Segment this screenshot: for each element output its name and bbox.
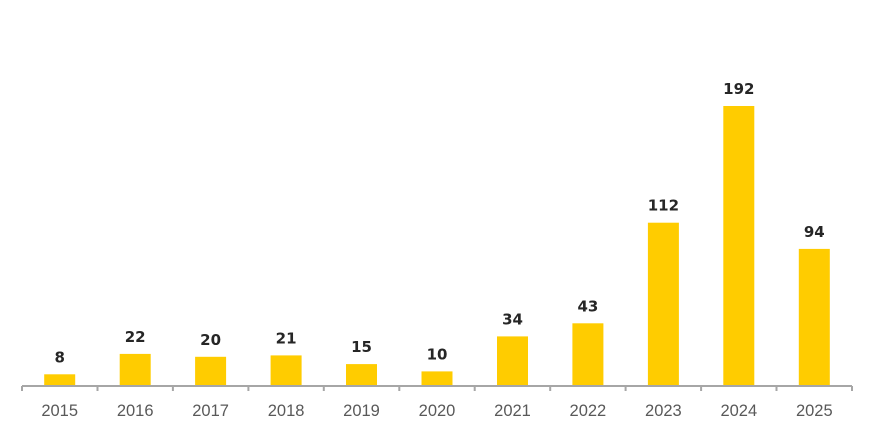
x-tick-label-2023: 2023	[645, 402, 682, 420]
x-tick-label-2016: 2016	[117, 402, 154, 420]
bar-2025	[798, 248, 830, 386]
bar-2021	[497, 336, 528, 386]
bar-2023	[647, 222, 679, 386]
data-label-2019: 15	[351, 338, 372, 356]
x-tick-label-2022: 2022	[570, 402, 607, 420]
bars-layer	[44, 106, 830, 386]
data-label-2023: 112	[648, 197, 679, 215]
x-tick-label-2025: 2025	[796, 402, 833, 420]
bar-2018	[270, 355, 302, 386]
x-tick-label-2024: 2024	[720, 402, 757, 420]
bar-2016	[119, 353, 151, 386]
x-tick-label-2020: 2020	[419, 402, 456, 420]
x-tick-label-2017: 2017	[192, 402, 229, 420]
data-label-2021: 34	[502, 310, 523, 328]
data-label-2020: 10	[427, 345, 448, 363]
value-labels-layer: 8 22 20 21 15 10 34 43 112 192 94	[54, 80, 824, 366]
data-label-2022: 43	[577, 297, 598, 315]
data-label-2015: 8	[54, 348, 64, 366]
bar-2020	[421, 371, 453, 386]
data-label-2024: 192	[723, 80, 754, 98]
x-tick-label-2021: 2021	[494, 402, 531, 420]
x-axis-tick-labels: 2015 2016 2017 2018 2019 2020 2021 2022 2023 2024…	[41, 402, 832, 420]
x-tick-label-2019: 2019	[343, 402, 380, 420]
x-tick-label-2018: 2018	[268, 402, 305, 420]
data-label-2018: 21	[276, 329, 297, 347]
bar-2024	[723, 106, 755, 386]
bar-2019	[346, 364, 377, 386]
bar-2015	[44, 374, 76, 386]
x-tick-label-2015: 2015	[41, 402, 78, 420]
data-label-2025: 94	[804, 223, 825, 241]
data-label-2017: 20	[200, 331, 221, 349]
data-label-2016: 22	[125, 328, 146, 346]
bar-2022	[572, 323, 604, 386]
bar-2017	[195, 356, 227, 386]
x-axis-ticks	[21, 386, 853, 391]
